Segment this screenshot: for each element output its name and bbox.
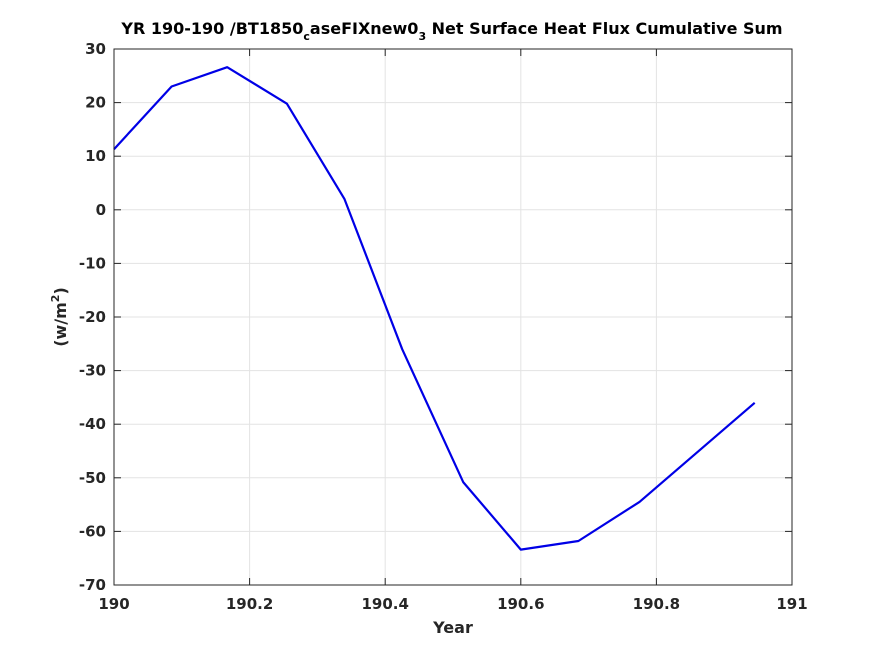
y-tick-label: -60 <box>79 522 106 540</box>
x-axis-label: Year <box>432 618 473 637</box>
y-tick-label: -50 <box>79 469 106 487</box>
title-part-1: YR 190-190 /BT1850 <box>120 19 303 38</box>
y-tick-label: 30 <box>85 40 106 58</box>
y-tick-label: 10 <box>85 147 106 165</box>
chart-title: YR 190-190 /BT1850caseFIXnew03 Net Surfa… <box>120 19 782 43</box>
y-axis-label-superscript: 2 <box>49 295 62 303</box>
y-tick-label: -40 <box>79 415 106 433</box>
title-subscript-2: 3 <box>418 30 426 43</box>
y-tick-label: -70 <box>79 576 106 594</box>
y-tick-label: -20 <box>79 308 106 326</box>
x-tick-label: 190.6 <box>497 595 544 613</box>
title-part-2: aseFIXnew0 <box>310 19 419 38</box>
y-tick-label: -30 <box>79 362 106 380</box>
series-layer <box>113 66 756 551</box>
y-tick-label: -10 <box>79 254 106 272</box>
x-tick-label: 191 <box>776 595 807 613</box>
x-tick-label: 190 <box>98 595 129 613</box>
grid <box>113 48 793 586</box>
series-line <box>113 66 756 551</box>
y-axis-label: (w/m2) <box>49 287 70 347</box>
y-tick-label: 20 <box>85 94 106 112</box>
x-tick-label: 190.2 <box>226 595 273 613</box>
y-axis-label-close: ) <box>51 287 70 294</box>
ticks: 190 190.2 190.4 190.6 190.8 191 -70 -60 -50 -40 -3… <box>79 40 808 613</box>
x-tick-label: 190.4 <box>361 595 408 613</box>
x-tick-label: 190.8 <box>633 595 680 613</box>
title-subscript-1: c <box>303 30 310 43</box>
y-tick-label: 0 <box>96 201 106 219</box>
title-part-3: Net Surface Heat Flux Cumulative Sum <box>426 19 783 38</box>
y-axis-label-main: (w/m <box>51 302 70 347</box>
